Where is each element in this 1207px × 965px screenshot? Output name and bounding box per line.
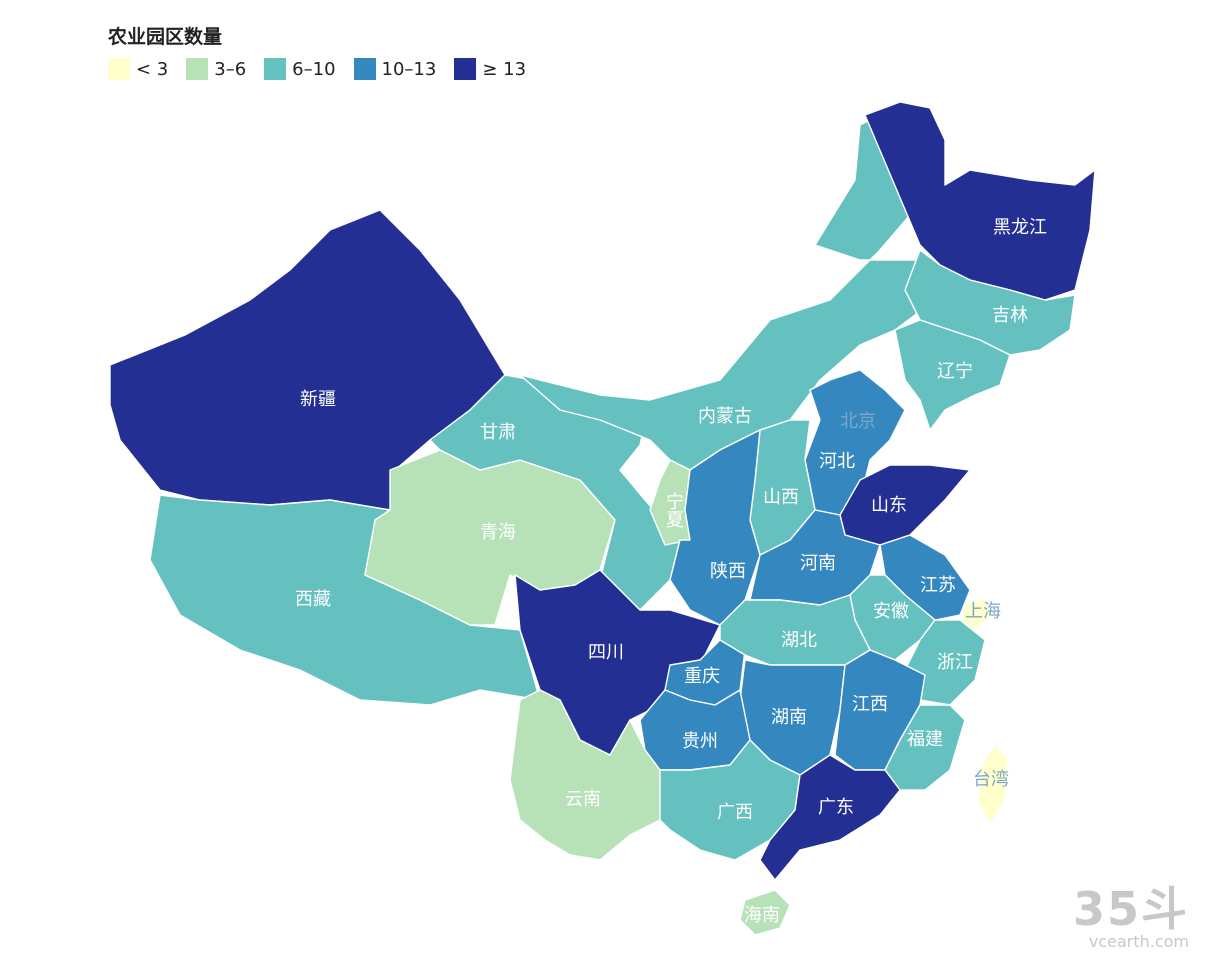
province-label-jilin: 吉林 (992, 305, 1028, 326)
province-label-heilongjiang: 黑龙江 (993, 217, 1047, 238)
legend-swatch (264, 58, 287, 80)
legend-item-lt3[interactable]: < 3 (108, 58, 168, 80)
legend-item-10-13[interactable]: 10–13 (353, 58, 437, 80)
province-label-neimenggu: 内蒙古 (698, 406, 752, 427)
province-label-hubei: 湖北 (781, 630, 817, 651)
legend: < 3 3–6 6–10 10–13 ≥ 13 (108, 58, 526, 80)
province-label-xizang: 西藏 (295, 589, 331, 610)
province-label-jiangsu: 江苏 (920, 575, 956, 596)
legend-swatch (108, 58, 130, 80)
province-label-shanghai: 上海 (965, 601, 1001, 622)
province-label-hunan: 湖南 (771, 707, 807, 728)
legend-label: 10–13 (381, 58, 437, 80)
province-label-chongqing: 重庆 (684, 666, 720, 687)
watermark-url: vcearth.com (1088, 932, 1189, 951)
legend-item-3-6[interactable]: 3–6 (186, 58, 246, 80)
province-taiwan[interactable] (977, 744, 1009, 826)
province-label-guangdong: 广东 (818, 797, 854, 818)
province-shanghai[interactable] (961, 597, 993, 631)
legend-label: 3–6 (214, 58, 247, 80)
province-label-shanxi: 山西 (763, 487, 799, 508)
legend-label: ≥ 13 (482, 58, 527, 80)
province-label-liaoning: 辽宁 (937, 361, 973, 382)
province-liaoning[interactable] (894, 319, 1011, 431)
province-label-xinjiang: 新疆 (300, 389, 336, 410)
legend-swatch (353, 58, 376, 80)
province-label-guizhou: 贵州 (682, 731, 718, 752)
province-label-beijing: 北京 (840, 411, 876, 432)
province-label-taiwan: 台湾 (973, 769, 1009, 790)
province-label-sichuan: 四川 (588, 642, 624, 663)
province-guizhou[interactable] (639, 689, 751, 771)
map-title: 农业园区数量 (108, 26, 223, 48)
province-label-guangxi: 广西 (717, 802, 753, 823)
province-label-shandong: 山东 (871, 495, 907, 516)
province-hainan[interactable] (739, 889, 791, 936)
province-label-qinghai: 青海 (480, 522, 516, 543)
province-label-zhejiang: 浙江 (937, 652, 973, 673)
province-label-henan: 河南 (800, 553, 836, 574)
legend-swatch (186, 58, 209, 80)
province-label-jiangxi: 江西 (852, 694, 888, 715)
province-label-hebei: 河北 (819, 451, 855, 472)
province-label-fujian: 福建 (907, 729, 943, 750)
legend-swatch (454, 58, 477, 80)
legend-item-6-10[interactable]: 6–10 (264, 58, 336, 80)
province-guangdong[interactable] (759, 754, 901, 881)
province-xizang[interactable] (149, 494, 541, 706)
province-label-yunnan: 云南 (565, 789, 601, 810)
watermark-logo: 35斗 (1072, 882, 1189, 936)
watermark: 35斗 vcearth.com (1073, 886, 1189, 951)
province-label-anhui: 安徽 (873, 601, 909, 622)
province-label-ningxia: 宁夏 (663, 492, 684, 528)
legend-label: 6–10 (292, 58, 336, 80)
legend-item-ge13[interactable]: ≥ 13 (454, 58, 526, 80)
province-label-hainan: 海南 (744, 905, 780, 926)
province-label-gansu: 甘肃 (480, 422, 516, 443)
legend-label: < 3 (136, 58, 169, 80)
province-label-shaanxi: 陕西 (710, 561, 746, 582)
